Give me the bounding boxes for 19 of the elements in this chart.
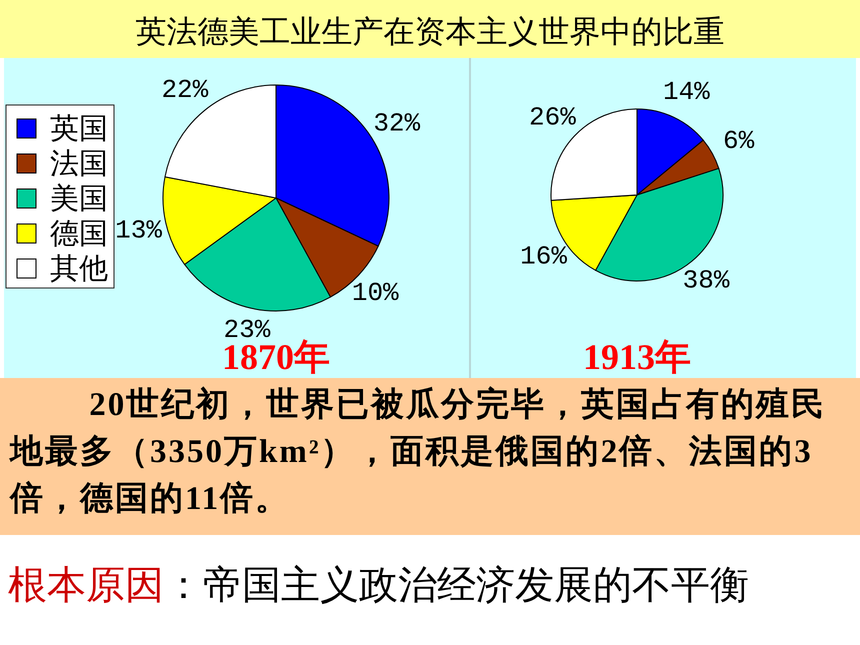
legend-label: 美国 (50, 183, 108, 215)
data-label: 32% (373, 108, 421, 138)
data-label: 38% (682, 265, 730, 296)
text: 20世纪初，世界已被瓜分完毕，英国占有的殖民地最多（3350万km²），面积是俄国的2倍、法国的3倍，德国的11倍。 (10, 385, 828, 519)
data-label: 6% (723, 126, 755, 156)
legend-label: 英国 (50, 113, 108, 145)
legend-label: 法国 (50, 148, 108, 180)
data-label: 22% (161, 74, 209, 105)
legend-label: 其他 (50, 253, 108, 285)
data-label: 14% (662, 77, 710, 108)
data-label: 13% (115, 216, 162, 246)
data-label: 26% (529, 102, 576, 133)
chart-title: 英法德美工业生产在资本主义世界中的比重 (136, 14, 724, 49)
legend-label: 德国 (50, 218, 108, 250)
data-label: 16% (520, 241, 568, 272)
text: ：帝国主义政治经济发展的不平衡 (164, 564, 749, 607)
data-label: 10% (352, 278, 400, 308)
text: 根本原因 (8, 564, 164, 607)
text: 1913年 (583, 337, 691, 377)
